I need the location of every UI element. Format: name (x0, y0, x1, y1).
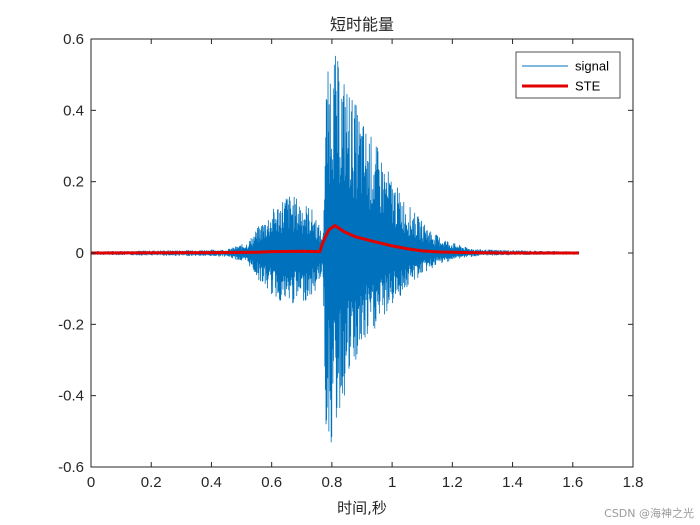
legend: signal STE (515, 51, 621, 99)
x-tick-label: 0.4 (201, 474, 222, 491)
x-tick-label: 1 (388, 474, 396, 491)
x-tick-label: 0 (87, 474, 95, 491)
legend-signal-label: signal (575, 59, 609, 74)
y-tick-label: -0.2 (58, 316, 84, 333)
chart-title: 短时能量 (330, 15, 394, 34)
y-tick-label: -0.6 (58, 459, 84, 476)
x-tick-label: 1.6 (562, 474, 583, 491)
y-tick-label: 0.2 (63, 174, 84, 191)
watermark: CSDN @海神之光 (604, 507, 694, 520)
ste-line (90, 224, 579, 255)
y-tick-label: 0.4 (63, 102, 84, 119)
y-tick-label: 0 (76, 245, 84, 262)
x-tick-label: 0.2 (141, 474, 162, 491)
x-axis: 0 0.2 0.4 0.6 0.8 1 1.2 1.4 1.6 1.8 (87, 39, 644, 491)
x-tick-label: 0.6 (261, 474, 282, 491)
x-tick-label: 1.8 (623, 474, 644, 491)
x-axis-label: 时间,秒 (337, 499, 387, 517)
x-tick-label: 1.4 (502, 474, 523, 491)
y-tick-label: 0.6 (63, 31, 84, 48)
y-tick-label: -0.4 (58, 388, 84, 405)
y-axis: -0.6 -0.4 -0.2 0 0.2 0.4 0.6 (58, 31, 633, 476)
legend-box (515, 51, 621, 99)
legend-ste-label: STE (575, 79, 601, 94)
plot-area (90, 38, 634, 468)
x-tick-label: 1.2 (442, 474, 463, 491)
ste-series (90, 224, 579, 255)
x-tick-label: 0.8 (321, 474, 342, 491)
